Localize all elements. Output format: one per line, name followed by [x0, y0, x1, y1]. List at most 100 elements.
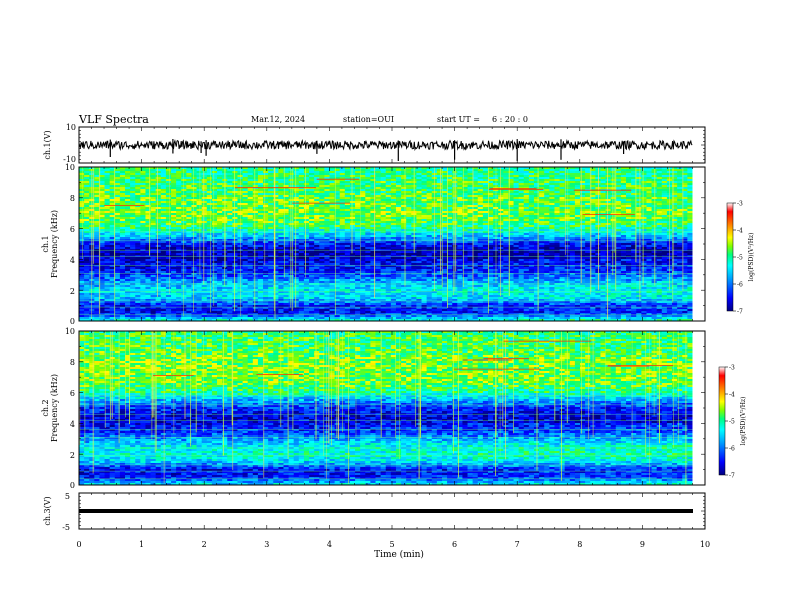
spectrogram-cell: [145, 309, 151, 312]
spectrogram-cell: [84, 309, 90, 312]
spectrogram-cell: [94, 305, 100, 308]
spectrogram-cell: [145, 299, 151, 302]
spectrogram-cell: [119, 183, 126, 186]
spectrogram-cell: [119, 181, 126, 184]
spectrogram-cell: [125, 239, 131, 242]
spectrogram-cell: [94, 245, 100, 248]
spectrogram-cell: [145, 179, 151, 182]
spectrogram-cell: [145, 287, 151, 290]
spectrogram-cell: [135, 285, 141, 288]
spectrogram-cell: [99, 209, 105, 212]
spectrogram-cell: [150, 285, 157, 288]
spectrogram-cell: [114, 169, 121, 172]
spectrogram-cell: [99, 307, 105, 310]
spectrogram-cell: [119, 195, 126, 198]
spectrogram-cell: [145, 273, 151, 276]
spectrogram-cell: [109, 263, 116, 266]
spectrogram-cell: [135, 195, 141, 198]
spectrogram-cell: [150, 209, 157, 212]
spectrogram-cell: [84, 169, 90, 172]
spectrogram-cell: [155, 223, 162, 226]
spectrogram-cell: [114, 219, 121, 222]
spectrogram-cell: [89, 281, 95, 284]
spectrogram-cell: [135, 229, 141, 232]
spectrogram-cell: [135, 263, 141, 266]
spectrogram-cell: [114, 217, 121, 220]
spectrogram-cell: [119, 193, 126, 196]
spectrogram-cell: [114, 179, 121, 182]
spectrogram-cell: [150, 189, 157, 192]
spectrogram-cell: [135, 187, 141, 190]
spectrogram-cell: [114, 175, 121, 178]
spectrogram-cell: [94, 211, 100, 214]
spectrogram-cell: [94, 169, 100, 172]
spectrogram-cell: [125, 241, 131, 244]
spectrogram-cell: [130, 211, 136, 214]
spectrogram-cell: [104, 267, 111, 270]
spectrogram-cell: [94, 227, 100, 230]
spectrogram-cell: [119, 221, 126, 224]
spectrogram-cell: [114, 311, 121, 314]
spectrogram-cell: [114, 211, 121, 214]
spectrogram-cell: [135, 315, 141, 318]
spectrogram-cell: [135, 317, 141, 320]
spectrogram-cell: [114, 229, 121, 232]
spectrogram-cell: [114, 309, 121, 312]
spectrogram-cell: [104, 281, 111, 284]
spectrogram-cell: [119, 217, 126, 220]
spectrogram-cell: [135, 287, 141, 290]
ch1-waveform-spikes: [109, 139, 625, 161]
spectrogram-cell: [79, 247, 85, 250]
spectrogram-cell: [140, 169, 146, 172]
spectrogram-cell: [130, 281, 136, 284]
spectrogram-cell: [84, 191, 90, 194]
spectrogram-cell: [114, 287, 121, 290]
spectrogram-cell: [79, 199, 85, 202]
spectrogram-cell: [125, 245, 131, 248]
spectrogram-cell: [94, 179, 100, 182]
spectrogram-cell: [140, 199, 146, 202]
spectrogram-cell: [150, 207, 157, 210]
spectrogram-cell: [94, 301, 100, 304]
spectrogram-cell: [84, 303, 90, 306]
spectrogram-cell: [84, 241, 90, 244]
spectrogram-cell: [125, 273, 131, 276]
spectrogram-cell: [130, 275, 136, 278]
spectrogram-cell: [79, 263, 85, 266]
spectrogram-cell: [125, 287, 131, 290]
spectrogram-cell: [125, 233, 131, 236]
spectrogram-cell: [125, 179, 131, 182]
spectrogram-cell: [135, 299, 141, 302]
spectrogram-cell: [94, 231, 100, 234]
spectrogram-cell: [119, 201, 126, 204]
spectrogram-cell: [99, 265, 105, 268]
spectrogram-cell: [94, 285, 100, 288]
spectrogram-cell: [109, 171, 116, 174]
spectrogram-cell: [99, 257, 105, 260]
spectrogram-cell: [135, 225, 141, 228]
spectrogram-cell: [104, 187, 111, 190]
spectrogram-cell: [135, 215, 141, 218]
spectrogram-cell: [99, 199, 105, 202]
spectrogram-cell: [145, 247, 151, 250]
spectrogram-cell: [140, 295, 146, 298]
spectrogram-cell: [125, 311, 131, 314]
spectrogram-cell: [104, 273, 111, 276]
spectrogram-cell: [119, 263, 126, 266]
spectrogram-cell: [119, 313, 126, 316]
spectrogram-cell: [150, 227, 157, 230]
spectrogram-cell: [99, 285, 105, 288]
spectrogram-cell: [150, 315, 157, 318]
spectrogram-cell: [114, 295, 121, 298]
spectrogram-cell: [145, 167, 151, 170]
spectrogram-cell: [150, 243, 157, 246]
spectrogram-cell: [125, 237, 131, 240]
spectrogram-cell: [150, 191, 157, 194]
spectrogram-cell: [155, 171, 162, 174]
spectrogram-cell: [119, 297, 126, 300]
spectrogram-cell: [135, 277, 141, 280]
spectrogram-cell: [135, 207, 141, 210]
spectrogram-cell: [94, 199, 100, 202]
spectrogram-cell: [130, 271, 136, 274]
spectrogram-cell: [79, 189, 85, 192]
